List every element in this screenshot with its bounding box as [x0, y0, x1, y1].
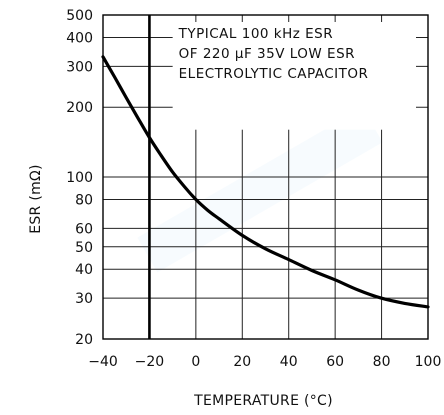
x-tick-label: −20 [135, 354, 165, 370]
annotation-line-3: ELECTROLYTIC CAPACITOR [179, 66, 369, 82]
y-tick-label: 40 [75, 262, 93, 278]
annotation-line-1: TYPICAL 100 kHz ESR [178, 26, 333, 42]
x-tick-label: 40 [280, 354, 298, 370]
y-tick-label: 80 [75, 192, 93, 208]
x-tick-label: 80 [373, 354, 391, 370]
y-tick-label: 200 [66, 100, 93, 116]
annotation-background [172, 22, 416, 130]
annotation-line-2: OF 220 µF 35V LOW ESR [179, 46, 355, 62]
x-tick-label: 0 [191, 354, 200, 370]
y-tick-labels: 20 30 40 50 60 80 100 200 300 400 500 [66, 8, 93, 348]
watermark [137, 107, 383, 273]
annotation-text: TYPICAL 100 kHz ESR OF 220 µF 35V LOW ES… [178, 26, 369, 82]
esr-curve [101, 55, 430, 309]
plot-frame [102, 14, 429, 340]
plot-border [102, 14, 429, 340]
y-tick-label: 50 [75, 240, 93, 256]
y-tick-label: 400 [66, 30, 93, 46]
y-tick-label: 20 [75, 332, 93, 348]
y-tick-label: 300 [66, 59, 93, 75]
y-tick-label: 100 [66, 170, 93, 186]
y-axis-title: ESR (mΩ) [28, 164, 44, 234]
watermark-band [137, 107, 383, 273]
annotation-box [172, 22, 416, 130]
x-tick-label: 20 [233, 354, 251, 370]
y-tick-label: 500 [66, 8, 93, 24]
x-tick-label: 60 [326, 354, 344, 370]
x-tick-label: −40 [88, 354, 118, 370]
x-tick-label: 100 [415, 354, 442, 370]
y-tick-label: 30 [75, 291, 93, 307]
series-curve [101, 55, 430, 309]
y-tick-label: 60 [75, 221, 93, 237]
x-axis-title: TEMPERATURE (°C) [193, 393, 333, 409]
x-tick-labels: −40 −20 0 20 40 60 80 100 [88, 354, 441, 370]
